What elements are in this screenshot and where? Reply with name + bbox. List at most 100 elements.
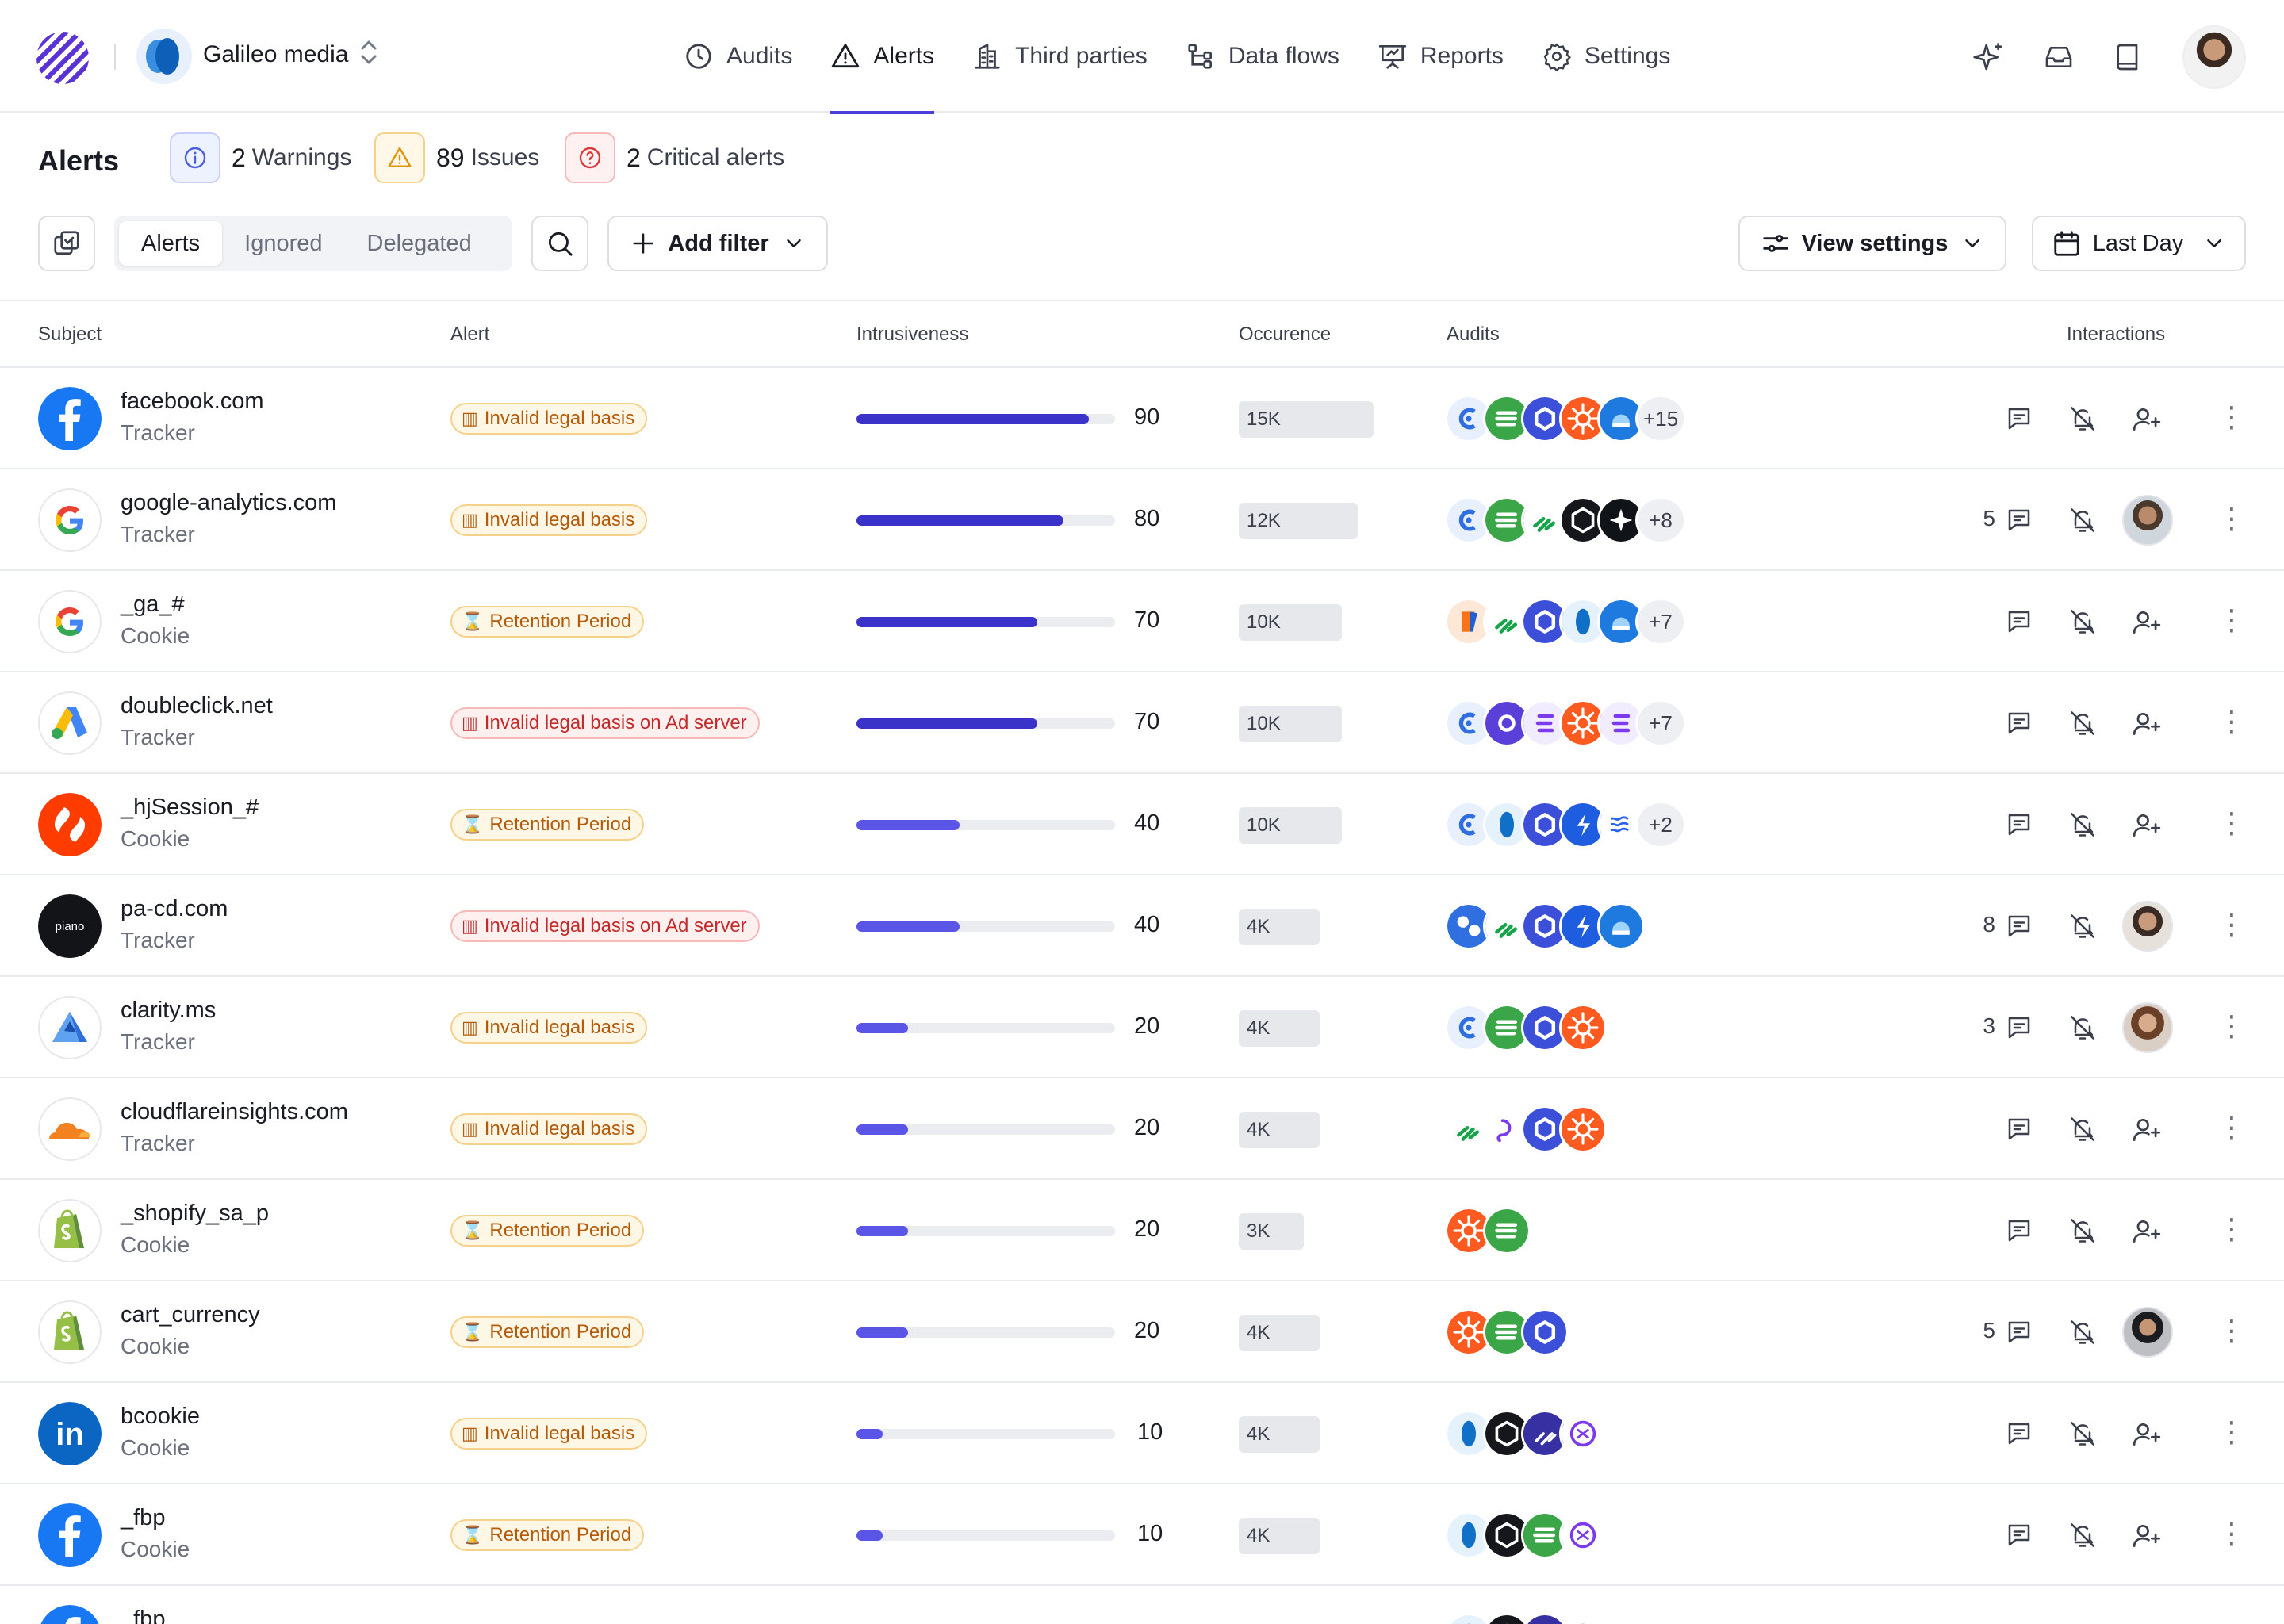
audits-more-count[interactable]: +8: [1635, 496, 1686, 544]
bell-off-icon[interactable]: [2068, 1013, 2097, 1046]
more-vertical-icon[interactable]: ⋮: [2217, 502, 2246, 534]
audits-stack[interactable]: [1445, 1410, 1607, 1457]
book-icon[interactable]: [2097, 25, 2160, 89]
table-row[interactable]: _ga_# Cookie ⌛ Retention Period 70 10K +7 ⋮: [0, 571, 2284, 672]
subject-name[interactable]: cloudflareinsights.com: [121, 1099, 348, 1124]
more-vertical-icon[interactable]: ⋮: [2217, 705, 2246, 737]
table-row[interactable]: cart_currency Cookie ⌛ Retention Period 20 4K…: [0, 1281, 2284, 1383]
assign-user-icon[interactable]: [2132, 1521, 2162, 1555]
comment-icon[interactable]: [2005, 607, 2033, 640]
audits-stack[interactable]: +2: [1445, 801, 1686, 848]
comment-icon[interactable]: [2005, 1115, 2033, 1147]
subject-name[interactable]: bcookie: [121, 1404, 200, 1429]
more-vertical-icon[interactable]: ⋮: [2217, 400, 2246, 433]
comment-icon[interactable]: [2005, 1216, 2033, 1249]
comment-icon[interactable]: [2005, 1013, 2033, 1046]
nav-reports[interactable]: Reports: [1359, 0, 1523, 113]
bell-off-icon[interactable]: [2068, 1419, 2097, 1452]
comment-icon[interactable]: [2005, 506, 2033, 538]
bell-off-icon[interactable]: [2068, 506, 2097, 538]
audits-stack[interactable]: [1445, 1308, 1569, 1356]
column-alert[interactable]: Alert: [450, 324, 490, 345]
column-intrusiveness[interactable]: Intrusiveness: [856, 324, 969, 345]
bell-off-icon[interactable]: [2068, 1115, 2097, 1147]
subject-name[interactable]: clarity.ms: [121, 998, 217, 1023]
assignee-avatar[interactable]: [2122, 495, 2173, 546]
nav-data-flows[interactable]: Data flows: [1167, 0, 1359, 113]
workspace-name[interactable]: Galileo media: [203, 41, 349, 67]
assign-user-icon[interactable]: [2132, 1216, 2162, 1251]
table-row[interactable]: cloudflareinsights.com Tracker ▥ Invalid le…: [0, 1078, 2284, 1180]
assign-user-icon[interactable]: [2132, 1115, 2162, 1149]
more-vertical-icon[interactable]: ⋮: [2217, 1415, 2246, 1448]
assign-user-icon[interactable]: [2132, 607, 2162, 642]
comment-icon[interactable]: [2005, 1521, 2033, 1553]
critical-stat[interactable]: 2 Critical alerts: [565, 132, 784, 184]
view-settings-button[interactable]: View settings: [1738, 216, 2006, 271]
subject-name[interactable]: doubleclick.net: [121, 693, 273, 718]
workspace-switch-icon[interactable]: [358, 38, 379, 68]
workspace-logo[interactable]: [136, 29, 192, 84]
more-vertical-icon[interactable]: ⋮: [2217, 1111, 2246, 1143]
audits-stack[interactable]: +15: [1445, 395, 1686, 442]
audits-stack[interactable]: [1445, 902, 1645, 950]
comment-icon[interactable]: [2005, 709, 2033, 741]
comment-icon[interactable]: [2005, 912, 2033, 944]
column-subject[interactable]: Subject: [38, 324, 102, 345]
table-row[interactable]: _shopify_sa_p Cookie ⌛ Retention Period 20 3K…: [0, 1180, 2284, 1281]
bell-off-icon[interactable]: [2068, 1521, 2097, 1553]
more-vertical-icon[interactable]: ⋮: [2217, 1314, 2246, 1346]
subject-name[interactable]: _shopify_sa_p: [121, 1201, 270, 1226]
warnings-stat[interactable]: 2 Warnings: [170, 132, 351, 184]
more-vertical-icon[interactable]: ⋮: [2217, 1619, 2246, 1624]
audits-stack[interactable]: [1445, 1004, 1607, 1051]
bell-off-icon[interactable]: [2068, 404, 2097, 437]
alert-badge[interactable]: ▥ Invalid legal basis: [450, 403, 648, 435]
audits-stack[interactable]: +7: [1445, 598, 1686, 645]
tab-delegated[interactable]: Delegated: [366, 230, 472, 256]
sparkle-icon[interactable]: [1957, 25, 2021, 89]
comment-icon[interactable]: [2005, 1318, 2033, 1350]
date-range-select[interactable]: Last Day: [2032, 216, 2246, 271]
audits-stack[interactable]: [1445, 1105, 1607, 1153]
more-vertical-icon[interactable]: ⋮: [2217, 806, 2246, 839]
table-row[interactable]: _fbp ⋮: [0, 1586, 2284, 1624]
bell-off-icon[interactable]: [2068, 810, 2097, 843]
assignee-avatar[interactable]: [2122, 1002, 2173, 1053]
alert-badge[interactable]: ⌛ Retention Period: [450, 1215, 645, 1247]
column-interactions[interactable]: Interactions: [2067, 324, 2166, 345]
nav-audits[interactable]: Audits: [665, 0, 811, 113]
comment-icon[interactable]: [2005, 1419, 2033, 1452]
assign-user-icon[interactable]: [2132, 404, 2162, 439]
alert-badge[interactable]: ⌛ Retention Period: [450, 809, 645, 841]
column-occurence[interactable]: Occurence: [1239, 324, 1332, 345]
user-avatar[interactable]: [2182, 25, 2246, 89]
nav-settings[interactable]: Settings: [1523, 0, 1689, 113]
table-row[interactable]: in bcookie Cookie ▥ Invalid legal basis 10 4K ⋮: [0, 1383, 2284, 1484]
bell-off-icon[interactable]: [2068, 607, 2097, 640]
add-filter-button[interactable]: Add filter: [607, 216, 828, 271]
alert-badge[interactable]: ▥ Invalid legal basis: [450, 1113, 648, 1145]
more-vertical-icon[interactable]: ⋮: [2217, 603, 2246, 636]
alert-badge[interactable]: ⌛ Retention Period: [450, 1316, 645, 1348]
more-vertical-icon[interactable]: ⋮: [2217, 1009, 2246, 1042]
table-row[interactable]: clarity.ms Tracker ▥ Invalid legal basis 20 4…: [0, 977, 2284, 1078]
bell-off-icon[interactable]: [2068, 912, 2097, 944]
table-row[interactable]: facebook.com Tracker ▥ Invalid legal basis 9…: [0, 368, 2284, 469]
audits-more-count[interactable]: +7: [1635, 699, 1686, 747]
audits-stack[interactable]: +7: [1445, 699, 1686, 747]
alert-badge[interactable]: ⌛ Retention Period: [450, 1519, 645, 1551]
more-vertical-icon[interactable]: ⋮: [2217, 1212, 2246, 1245]
comment-icon[interactable]: [2005, 404, 2033, 437]
bell-off-icon[interactable]: [2068, 709, 2097, 741]
assignee-avatar[interactable]: [2122, 1307, 2173, 1358]
subject-name[interactable]: facebook.com: [121, 389, 264, 414]
search-button[interactable]: [531, 216, 588, 271]
subject-name[interactable]: cart_currency: [121, 1302, 260, 1327]
bell-off-icon[interactable]: [2068, 1318, 2097, 1350]
subject-name[interactable]: google-analytics.com: [121, 490, 337, 515]
audits-more-count[interactable]: +15: [1635, 395, 1686, 442]
subject-name[interactable]: pa-cd.com: [121, 896, 228, 921]
tab-ignored[interactable]: Ignored: [244, 230, 323, 256]
assignee-avatar[interactable]: [2122, 901, 2173, 952]
